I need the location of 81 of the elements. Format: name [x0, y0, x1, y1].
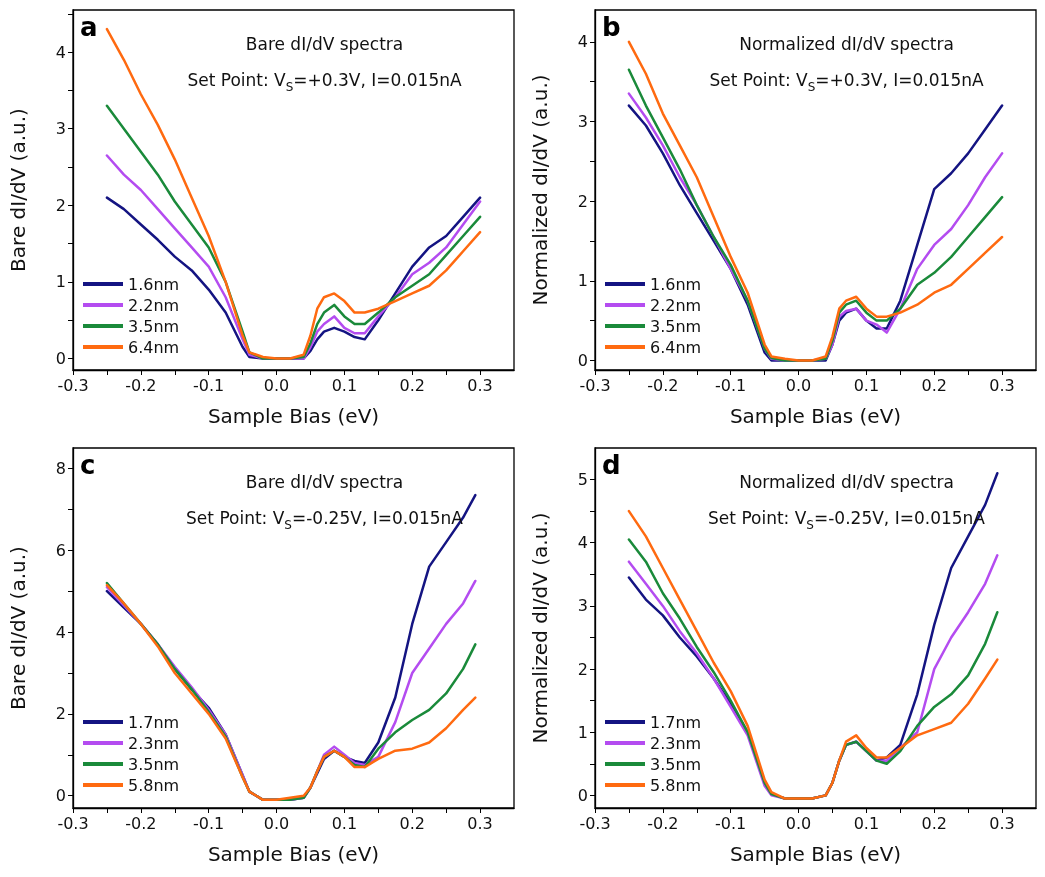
x-tick-label: 0.2 [921, 813, 947, 833]
x-tick-label: 0.2 [921, 375, 947, 395]
legend-label: 2.2nm [128, 295, 180, 315]
x-axis-title: Sample Bias (eV) [729, 404, 902, 428]
x-tick-label: -0.2 [647, 375, 679, 395]
y-tick-label: 6 [55, 540, 66, 560]
y-tick-label: 8 [55, 458, 66, 478]
x-tick-label: -0.2 [647, 813, 679, 833]
annotation: d [602, 450, 621, 480]
x-tick-label: 0.1 [331, 375, 358, 395]
y-tick-label: 0 [577, 785, 588, 805]
legend-label: 6.4nm [650, 337, 702, 357]
x-axis-title: Sample Bias (eV) [207, 404, 380, 428]
text: Bare dI/dV spectra [245, 33, 404, 54]
x-tick-label: 0.3 [467, 813, 493, 833]
x-tick-label: 0.1 [853, 375, 880, 395]
y-tick-label: 2 [577, 191, 588, 211]
x-tick-label: 0.0 [785, 375, 812, 395]
y-tick-label: 1 [577, 271, 588, 291]
x-tick-label: 0.0 [785, 813, 812, 833]
x-tick-label: -0.2 [125, 375, 157, 395]
y-tick-label: 1 [577, 722, 588, 742]
y-axis-title: Normalized dI/dV (a.u.) [528, 512, 552, 744]
legend-label: 3.5nm [650, 316, 702, 336]
y-tick-label: 0 [55, 786, 66, 806]
legend-label: 1.7nm [128, 712, 180, 732]
x-tick-label: 0.1 [331, 813, 358, 833]
x-tick-label: -0.3 [57, 813, 89, 833]
x-tick-label: 0.2 [399, 813, 425, 833]
y-tick-label: 2 [55, 195, 66, 215]
x-tick-label: -0.3 [579, 813, 611, 833]
legend-label: 1.6nm [650, 274, 702, 294]
x-tick-label: -0.1 [193, 375, 225, 395]
x-tick-label: -0.3 [579, 375, 611, 395]
legend-label: 6.4nm [128, 337, 180, 357]
x-axis-title: Sample Bias (eV) [729, 842, 902, 866]
x-tick-label: 0.3 [989, 375, 1015, 395]
x-axis-title: Sample Bias (eV) [207, 842, 380, 866]
x-tick-label: -0.1 [715, 813, 747, 833]
x-tick-label: 0.1 [853, 813, 880, 833]
legend-label: 2.2nm [650, 295, 702, 315]
text: Bare dI/dV spectra [245, 471, 404, 492]
y-tick-label: 0 [55, 349, 66, 369]
y-tick-label: 4 [577, 32, 588, 52]
y-axis-title: Bare dI/dV (a.u.) [6, 108, 30, 272]
y-tick-label: 3 [577, 112, 588, 131]
x-tick-label: 0.0 [263, 813, 290, 833]
x-tick-label: -0.2 [125, 813, 157, 833]
text: Normalized dI/dV spectra [739, 471, 954, 492]
y-tick-label: 4 [55, 42, 66, 62]
x-tick-label: 0.0 [263, 375, 290, 395]
y-tick-label: 0 [577, 350, 588, 370]
legend-label: 3.5nm [650, 754, 702, 774]
legend-label: 1.7nm [650, 712, 702, 732]
legend-label: 1.6nm [128, 274, 180, 294]
x-tick-label: 0.2 [399, 375, 425, 395]
x-tick-label: 0.3 [989, 813, 1015, 833]
legend-label: 3.5nm [128, 754, 180, 774]
legend-label: 5.8nm [650, 775, 702, 795]
x-tick-label: 0.3 [467, 375, 493, 395]
annotation: b [602, 12, 621, 42]
annotation: c [80, 450, 96, 480]
annotation: a [80, 12, 98, 42]
y-tick-label: 2 [577, 659, 588, 679]
x-tick-label: -0.1 [715, 375, 747, 395]
legend-label: 5.8nm [128, 775, 180, 795]
x-tick-label: -0.3 [57, 375, 89, 395]
y-tick-label: 4 [55, 622, 66, 642]
legend-label: 2.3nm [128, 733, 180, 753]
y-tick-label: 1 [55, 272, 66, 292]
y-axis-title: Bare dI/dV (a.u.) [6, 546, 30, 710]
legend-label: 3.5nm [128, 316, 180, 336]
text: Normalized dI/dV spectra [739, 33, 954, 54]
y-tick-label: 5 [577, 470, 588, 490]
y-axis-title: Normalized dI/dV (a.u.) [528, 74, 552, 306]
y-tick-label: 3 [55, 119, 66, 139]
y-tick-label: 2 [55, 704, 66, 724]
legend-label: 2.3nm [650, 733, 702, 753]
x-tick-label: -0.1 [193, 813, 225, 833]
y-tick-label: 4 [577, 533, 588, 553]
y-tick-label: 3 [577, 596, 588, 616]
